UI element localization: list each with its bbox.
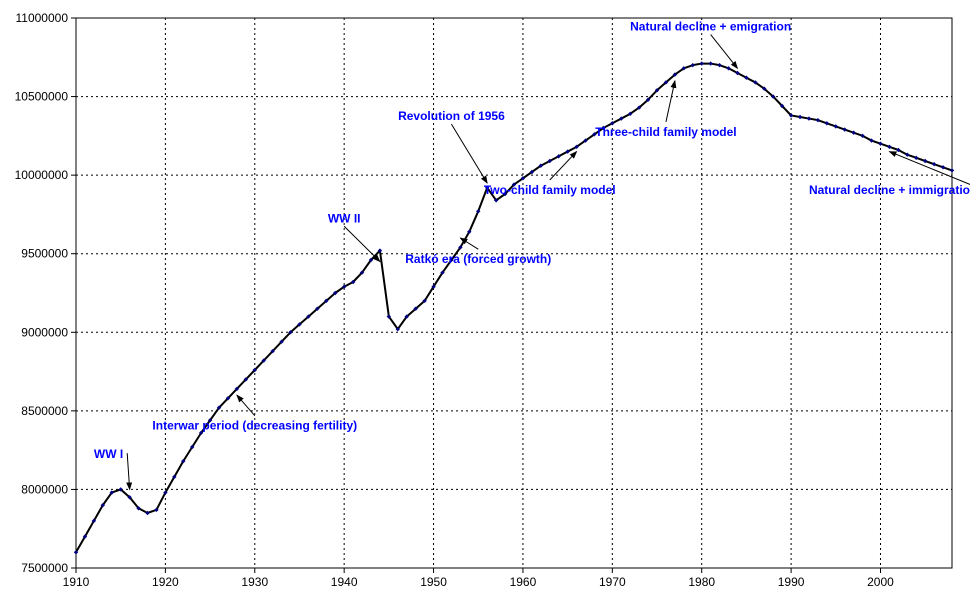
x-tick-label: 1970 bbox=[599, 575, 626, 589]
plot-area bbox=[76, 18, 952, 568]
y-tick-label: 9500000 bbox=[21, 247, 68, 261]
y-tick-label: 10000000 bbox=[15, 168, 69, 182]
x-tick-label: 1950 bbox=[420, 575, 447, 589]
x-tick-label: 1990 bbox=[778, 575, 805, 589]
y-tick-label: 8000000 bbox=[21, 482, 68, 496]
annotation-decline-emi: Natural decline + emigration bbox=[630, 20, 791, 34]
x-tick-label: 1960 bbox=[510, 575, 537, 589]
annotation-interwar: Interwar period (decreasing fertility) bbox=[152, 419, 357, 433]
annotation-revolution: Revolution of 1956 bbox=[398, 109, 505, 123]
annotation-three-child: Three-child family model bbox=[595, 125, 736, 139]
y-tick-label: 8500000 bbox=[21, 404, 68, 418]
x-tick-label: 1920 bbox=[152, 575, 179, 589]
y-tick-label: 9000000 bbox=[21, 325, 68, 339]
y-tick-label: 11000000 bbox=[16, 11, 69, 25]
y-tick-label: 7500000 bbox=[21, 561, 68, 575]
annotation-two-child: Two-child family model bbox=[484, 183, 616, 197]
chart-svg: 1910 1920 1930 1940 1950 1960 1970 1980 1990 2000… bbox=[0, 0, 970, 604]
x-tick-label: 1930 bbox=[241, 575, 268, 589]
annotation-ww2: WW II bbox=[328, 211, 361, 225]
annotation-decline-imm: Natural decline + immigration bbox=[809, 183, 970, 197]
annotation-ww1: WW I bbox=[94, 447, 123, 461]
x-tick-label: 1940 bbox=[331, 575, 358, 589]
y-tick-label: 10500000 bbox=[15, 90, 69, 104]
x-tick-label: 1980 bbox=[688, 575, 715, 589]
population-chart: 1910 1920 1930 1940 1950 1960 1970 1980 1990 2000… bbox=[0, 0, 970, 604]
annotation-ratko: Ratkó era (forced growth) bbox=[405, 252, 551, 266]
x-tick-label: 1910 bbox=[63, 575, 90, 589]
x-tick-label: 2000 bbox=[867, 575, 894, 589]
